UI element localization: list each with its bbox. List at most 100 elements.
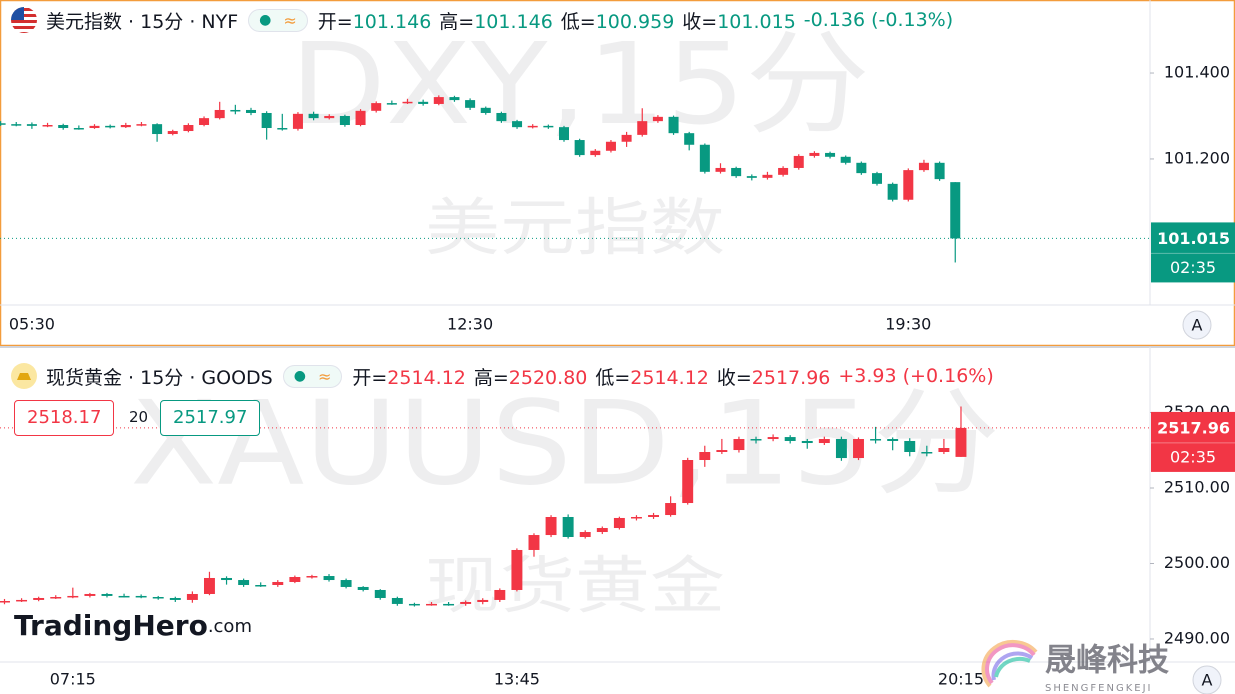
candle-body bbox=[465, 100, 476, 108]
candle-body bbox=[512, 121, 523, 128]
candle-body bbox=[733, 439, 745, 451]
candle-body bbox=[652, 116, 663, 122]
candle-body bbox=[11, 124, 22, 126]
watermark: XAUUSD,15分 bbox=[130, 377, 1000, 512]
candle-body bbox=[934, 162, 945, 180]
candle-body bbox=[784, 437, 796, 441]
candle-body bbox=[230, 109, 241, 112]
candle-body bbox=[355, 110, 366, 126]
candle-body bbox=[391, 597, 403, 604]
last-price-label: 101.015 bbox=[1157, 229, 1230, 248]
logo-arc bbox=[981, 639, 1038, 688]
candle-body bbox=[731, 167, 742, 177]
x-tick-label: 07:15 bbox=[50, 670, 96, 689]
status-wave: ≈ bbox=[283, 10, 297, 30]
bid-quote[interactable]: 2518.17 bbox=[14, 400, 115, 436]
candle-body bbox=[853, 439, 864, 459]
auto-scale-button[interactable] bbox=[1182, 310, 1212, 340]
candle-body bbox=[809, 152, 820, 156]
candle-body bbox=[340, 580, 352, 587]
candle-body bbox=[152, 597, 164, 599]
logo-suffix: .com bbox=[208, 616, 252, 637]
ask-quote[interactable]: 2517.97 bbox=[160, 400, 261, 436]
x-tick-label: 19:30 bbox=[885, 315, 931, 334]
candle-body bbox=[214, 109, 225, 119]
x-tick-label: 05:30 bbox=[9, 315, 55, 334]
candle-body bbox=[545, 516, 557, 536]
candle-body bbox=[558, 127, 570, 141]
candle-body bbox=[272, 581, 284, 586]
candle-body bbox=[292, 113, 303, 129]
candle-body bbox=[528, 535, 540, 550]
candle-body bbox=[42, 125, 53, 127]
spread-value: 20 bbox=[129, 408, 149, 426]
candle-body bbox=[818, 439, 830, 444]
legend-header: 现货黄金 · 15分 · GOODS ● ≈ 开=2514.12 高=2520.80 低=… bbox=[10, 362, 994, 390]
ohlc-field-value: 100.959 bbox=[595, 10, 675, 33]
symbol-title: 美元指数 · 15分 · NYF bbox=[46, 10, 239, 33]
x-tick-label: 13:45 bbox=[494, 670, 540, 689]
ohlc-field-label: 低= bbox=[560, 10, 596, 33]
candle-body bbox=[199, 118, 210, 126]
candle-body bbox=[402, 101, 413, 104]
auto-scale-label: A bbox=[1192, 316, 1203, 335]
candle-body bbox=[26, 124, 37, 126]
candle-body bbox=[339, 115, 350, 126]
candle-body bbox=[637, 121, 648, 135]
ohlc-field-label: 开= bbox=[352, 366, 388, 389]
watermark-sub: 现货黄金 bbox=[425, 549, 725, 622]
candle-body bbox=[596, 528, 608, 533]
status-dot: ● bbox=[259, 12, 272, 28]
candle-body bbox=[668, 116, 679, 134]
ohlc-field: 低=100.959 bbox=[561, 7, 675, 34]
candle-body bbox=[426, 603, 437, 606]
ohlc-field-label: 收= bbox=[716, 366, 752, 389]
ohlc-field-value: 2514.12 bbox=[387, 366, 466, 389]
candle-body bbox=[648, 515, 660, 517]
auto-scale-button[interactable] bbox=[1192, 665, 1222, 694]
change-value: -0.136 (-0.13%) bbox=[803, 9, 954, 31]
countdown-label: 02:35 bbox=[1170, 258, 1216, 277]
candle-body bbox=[621, 134, 632, 142]
ohlc-field-label: 高= bbox=[473, 366, 509, 389]
last-price-box bbox=[1151, 411, 1235, 472]
candle-body bbox=[682, 460, 694, 504]
candle-body bbox=[323, 576, 335, 581]
candle-body bbox=[136, 124, 147, 126]
ohlc-field-label: 收= bbox=[682, 10, 718, 33]
candle-body bbox=[408, 603, 420, 606]
status-pill: ● ≈ bbox=[282, 364, 343, 388]
symbol-title: 现货黄金 · 15分 · GOODS bbox=[46, 366, 273, 389]
candle-body bbox=[477, 599, 489, 602]
candle-body bbox=[261, 112, 272, 129]
candle-body bbox=[374, 589, 386, 598]
status-dot: ● bbox=[293, 368, 306, 384]
candle-body bbox=[33, 597, 45, 600]
y-tick-label: 101.400 bbox=[1164, 63, 1230, 82]
candle-body bbox=[511, 549, 523, 590]
candle-body bbox=[605, 141, 616, 151]
candle-body bbox=[801, 440, 813, 444]
candle-body bbox=[613, 517, 625, 529]
ohlc-field: 高=101.146 bbox=[439, 7, 553, 34]
logo-arc bbox=[994, 656, 1031, 678]
candle-body bbox=[289, 577, 301, 582]
ohlc-field: 开=2514.12 bbox=[352, 363, 466, 390]
legend-header: 美元指数 · 15分 · NYF ● ≈ 开=101.146 高=101.146 低=10… bbox=[10, 6, 953, 34]
candle-body bbox=[238, 580, 250, 586]
candle-body bbox=[699, 144, 710, 172]
candle-body bbox=[543, 125, 554, 128]
logo-arc bbox=[991, 651, 1034, 681]
candle-body bbox=[684, 133, 695, 145]
y-tick-label: 2500.00 bbox=[1164, 553, 1230, 572]
candle-body bbox=[699, 452, 711, 461]
logo-main: TradingHero bbox=[14, 609, 208, 642]
ohlc-field-label: 高= bbox=[439, 10, 475, 33]
candle-body bbox=[767, 437, 779, 440]
candle-body bbox=[955, 427, 967, 457]
candle-body bbox=[203, 577, 215, 594]
candle-body bbox=[871, 173, 883, 184]
candle-body bbox=[460, 601, 472, 604]
candle-body bbox=[574, 140, 585, 156]
ohlc-field-label: 低= bbox=[595, 366, 631, 389]
